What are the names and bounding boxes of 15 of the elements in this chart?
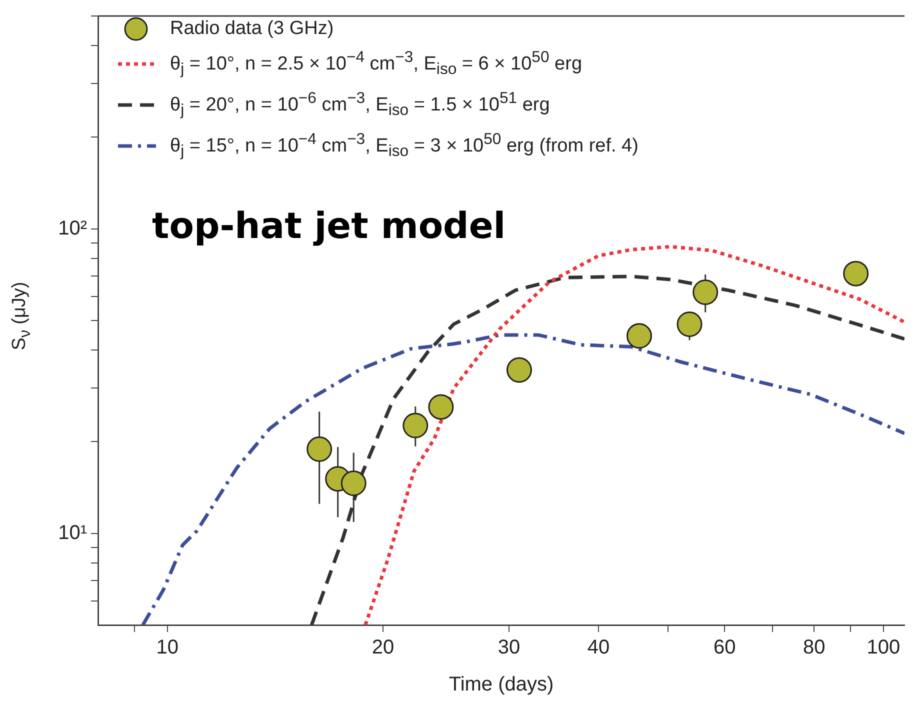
x-tick-label: 80 <box>802 636 826 659</box>
text: θ$_{j}$ = 15°, n = 10$^{−4}$ cm$^{−3}$, E$_{iso}$ = 3 × 10$^{50}$ erg (from ref. 4) <box>170 131 638 160</box>
y-tick-label: 10² <box>58 217 88 240</box>
x-axis-title: Time (days) <box>448 674 554 696</box>
y-tick-label: 10¹ <box>58 522 88 544</box>
x-tick-label: 60 <box>713 636 736 659</box>
x-tick-label: 10 <box>156 636 179 659</box>
annotation: top-hat jet model <box>152 206 506 247</box>
x-tick-label: 20 <box>372 636 394 659</box>
text: θ$_{j}$ = 10°, n = 2.5 × 10$^{−4}$ cm$^{−3}$, E$_{iso}$ = 6 × 10$^{50}$ erg <box>170 49 582 78</box>
x-tick-label: 100 <box>866 636 900 659</box>
legend-label: Radio data (3 GHz) <box>170 17 334 41</box>
text: θ$_{j}$ = 20°, n = 10$^{−6}$ cm$^{−3}$, E$_{iso}$ = 1.5 × 10$^{51}$ erg <box>170 90 550 120</box>
x-tick-label: 30 <box>498 636 520 659</box>
x-tick-label: 40 <box>587 636 610 659</box>
